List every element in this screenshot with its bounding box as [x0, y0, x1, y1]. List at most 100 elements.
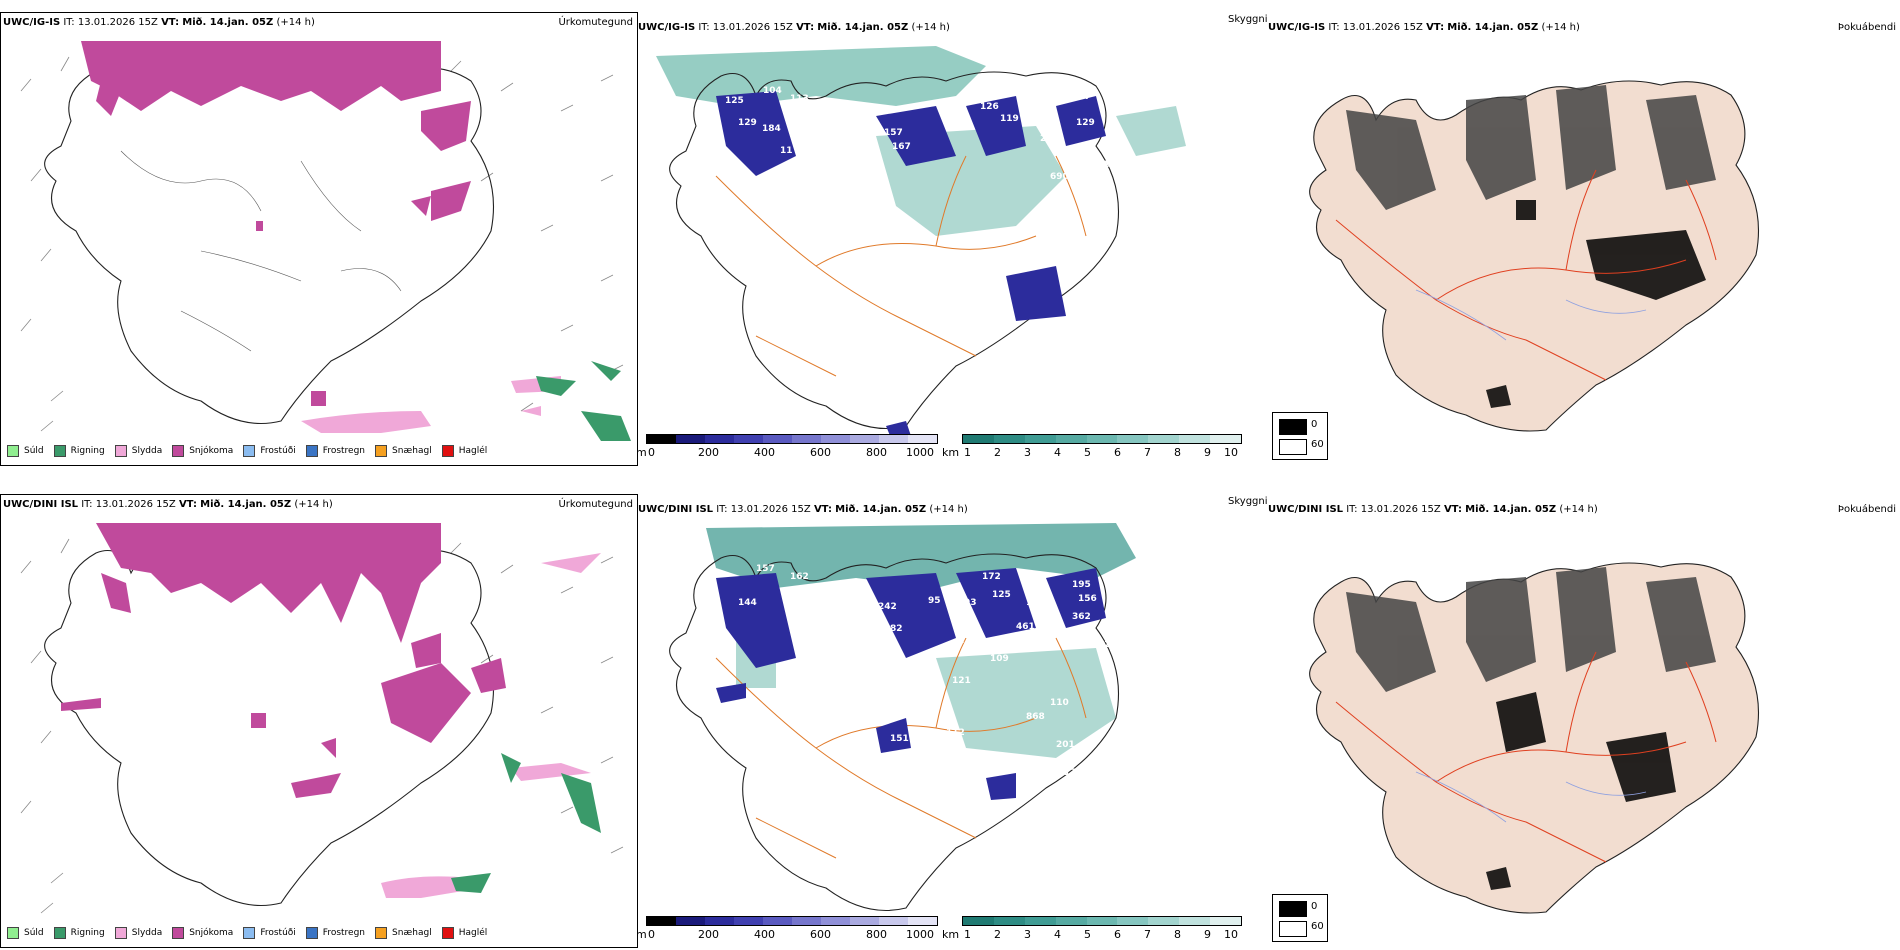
ceiling-tick: 0 [648, 446, 655, 459]
legend-item: Súld [7, 445, 44, 457]
legend-item: Frostúði [243, 927, 296, 939]
legend-item: Snæhagl [375, 927, 432, 939]
cloud-label: 125 [902, 230, 921, 240]
legend-item: Rigning [53, 445, 105, 457]
fog-legend-low: 60 [1311, 921, 1324, 932]
it-value: 13.01.2026 15Z [730, 504, 811, 515]
cloud-label: 125 [992, 590, 1011, 600]
visibility-tick: 6 [1114, 928, 1121, 941]
panel-title: Þokuábendi [1837, 504, 1896, 515]
vt-label: VT: [161, 17, 180, 28]
visibility-panel-row1: UWC/IG-IS IT: 13.01.2026 15Z VT: Mið. 14… [636, 12, 1328, 464]
visibility-tick: 7 [1144, 446, 1151, 459]
cloud-label: 82 [890, 624, 903, 634]
lead-time: (+14 h) [1541, 22, 1580, 33]
visibility-tick: 5 [1084, 928, 1091, 941]
cloud-label: 328 [1098, 640, 1117, 650]
cloud-label: 125 [725, 96, 744, 106]
cloud-label: 139 [808, 162, 827, 172]
cloud-label: 11 [780, 146, 793, 156]
fog-map [1309, 80, 1759, 432]
visibility-tick: 8 [1174, 928, 1181, 941]
precip-legend: Súld Rigning Slydda Snjókoma Frostúði Fr… [7, 445, 487, 457]
visibility-tick: 3 [1024, 446, 1031, 459]
precip-legend: Súld Rigning Slydda Snjókoma Frostúði Fr… [7, 927, 487, 939]
panel-title: Skyggni [1228, 14, 1268, 25]
cloud-label: 868 [1026, 712, 1045, 722]
cloud-label: 297 [1040, 134, 1059, 144]
cloud-label: 151 [890, 734, 909, 744]
legend-item: Súld [7, 927, 44, 939]
cloud-label: 70 [920, 660, 933, 670]
ceiling-colorbar: m 0 200 400 600 800 1000 [636, 432, 946, 462]
vt-value: Mið. 14.jan. 05Z [1447, 22, 1539, 33]
vt-value: Mið. 14.jan. 05Z [835, 504, 927, 515]
cloud-label: 265 [1118, 590, 1137, 600]
panel-title: Þokuábendi [1837, 22, 1896, 33]
legend-item: Haglél [441, 927, 487, 939]
it-value: 13.01.2026 15Z [1360, 504, 1441, 515]
ceiling-tick: 1000 [906, 446, 934, 459]
panel-header: UWC/DINI ISL IT: 13.01.2026 15Z VT: Mið.… [638, 504, 968, 515]
ceiling-unit: m [636, 928, 647, 941]
cloud-label: 109 [990, 654, 1009, 664]
panel-header: UWC/IG-IS IT: 13.01.2026 15Z VT: Mið. 14… [638, 22, 950, 33]
visibility-unit: km [942, 446, 960, 459]
precip-map [20, 523, 624, 914]
cloud-label: 124 [938, 390, 957, 400]
visibility-tick: 10 [1224, 446, 1238, 459]
ceiling-tick: 400 [754, 446, 775, 459]
visibility-tick: 8 [1174, 446, 1181, 459]
vt-label: VT: [1443, 504, 1462, 515]
cloud-label: 126 [980, 102, 999, 112]
ceiling-patches [716, 91, 1106, 438]
cloud-label: 195 [1072, 580, 1091, 590]
cloud-label: 144 [738, 598, 757, 608]
cloud-label: 184 [762, 124, 781, 134]
fog-shading [1346, 85, 1716, 408]
visibility-gradient [962, 434, 1242, 444]
ceiling-tick: 200 [698, 446, 719, 459]
cloud-label: 177 [1072, 92, 1091, 102]
cloud-label: 503 [1096, 160, 1115, 170]
vt-value: Mið. 14.jan. 05Z [182, 17, 274, 28]
model-name: UWC/IG-IS [638, 22, 696, 33]
it-label: IT: [63, 17, 75, 28]
it-label: IT: [1328, 22, 1340, 33]
ceiling-tick: 800 [866, 928, 887, 941]
cloud-label: 242 [878, 602, 897, 612]
cloud-label: 362 [1072, 612, 1091, 622]
ceiling-unit: m [636, 446, 647, 459]
vt-value: Mið. 14.jan. 05Z [200, 499, 292, 510]
cloud-label: 172 [982, 572, 1001, 582]
visibility-tick: 4 [1054, 446, 1061, 459]
visibility-colorbar: km 1 2 3 4 5 6 7 8 9 10 [942, 432, 1242, 462]
fog-map [1309, 562, 1759, 914]
model-name: UWC/DINI ISL [3, 499, 79, 510]
cloud-label: 92 [812, 182, 825, 192]
legend-item: Frostúði [243, 445, 296, 457]
model-name: UWC/IG-IS [1268, 22, 1326, 33]
panel-header: UWC/DINI ISL IT: 13.01.2026 15Z VT: Mið.… [1268, 504, 1598, 515]
model-name: UWC/IG-IS [3, 17, 61, 28]
visibility-tick: 1 [964, 446, 971, 459]
panel-header: UWC/IG-IS IT: 13.01.2026 15Z VT: Mið. 14… [3, 17, 315, 28]
cloud-label: 95 [928, 596, 941, 606]
ceiling-tick: 200 [698, 928, 719, 941]
lead-time: (+14 h) [276, 17, 315, 28]
lead-time: (+14 h) [1559, 504, 1598, 515]
vt-label: VT: [178, 499, 197, 510]
cloud-label: 121 [952, 676, 971, 686]
ceiling-tick: 0 [648, 928, 655, 941]
panel-header: UWC/IG-IS IT: 13.01.2026 15Z VT: Mið. 14… [1268, 22, 1580, 33]
cloud-label: 174 [1064, 768, 1083, 778]
vt-value: Mið. 14.jan. 05Z [817, 22, 909, 33]
ceiling-gradient [646, 434, 938, 444]
it-label: IT: [716, 504, 728, 515]
it-value: 13.01.2026 15Z [95, 499, 176, 510]
visibility-colorbar: km 1 2 3 4 5 6 7 8 9 10 [942, 914, 1242, 944]
fog-scale-legend: 0 60 [1272, 412, 1328, 460]
fog-legend-high: 0 [1311, 419, 1318, 430]
cloud-label: 145 [1026, 598, 1045, 608]
visibility-tick: 5 [1084, 446, 1091, 459]
